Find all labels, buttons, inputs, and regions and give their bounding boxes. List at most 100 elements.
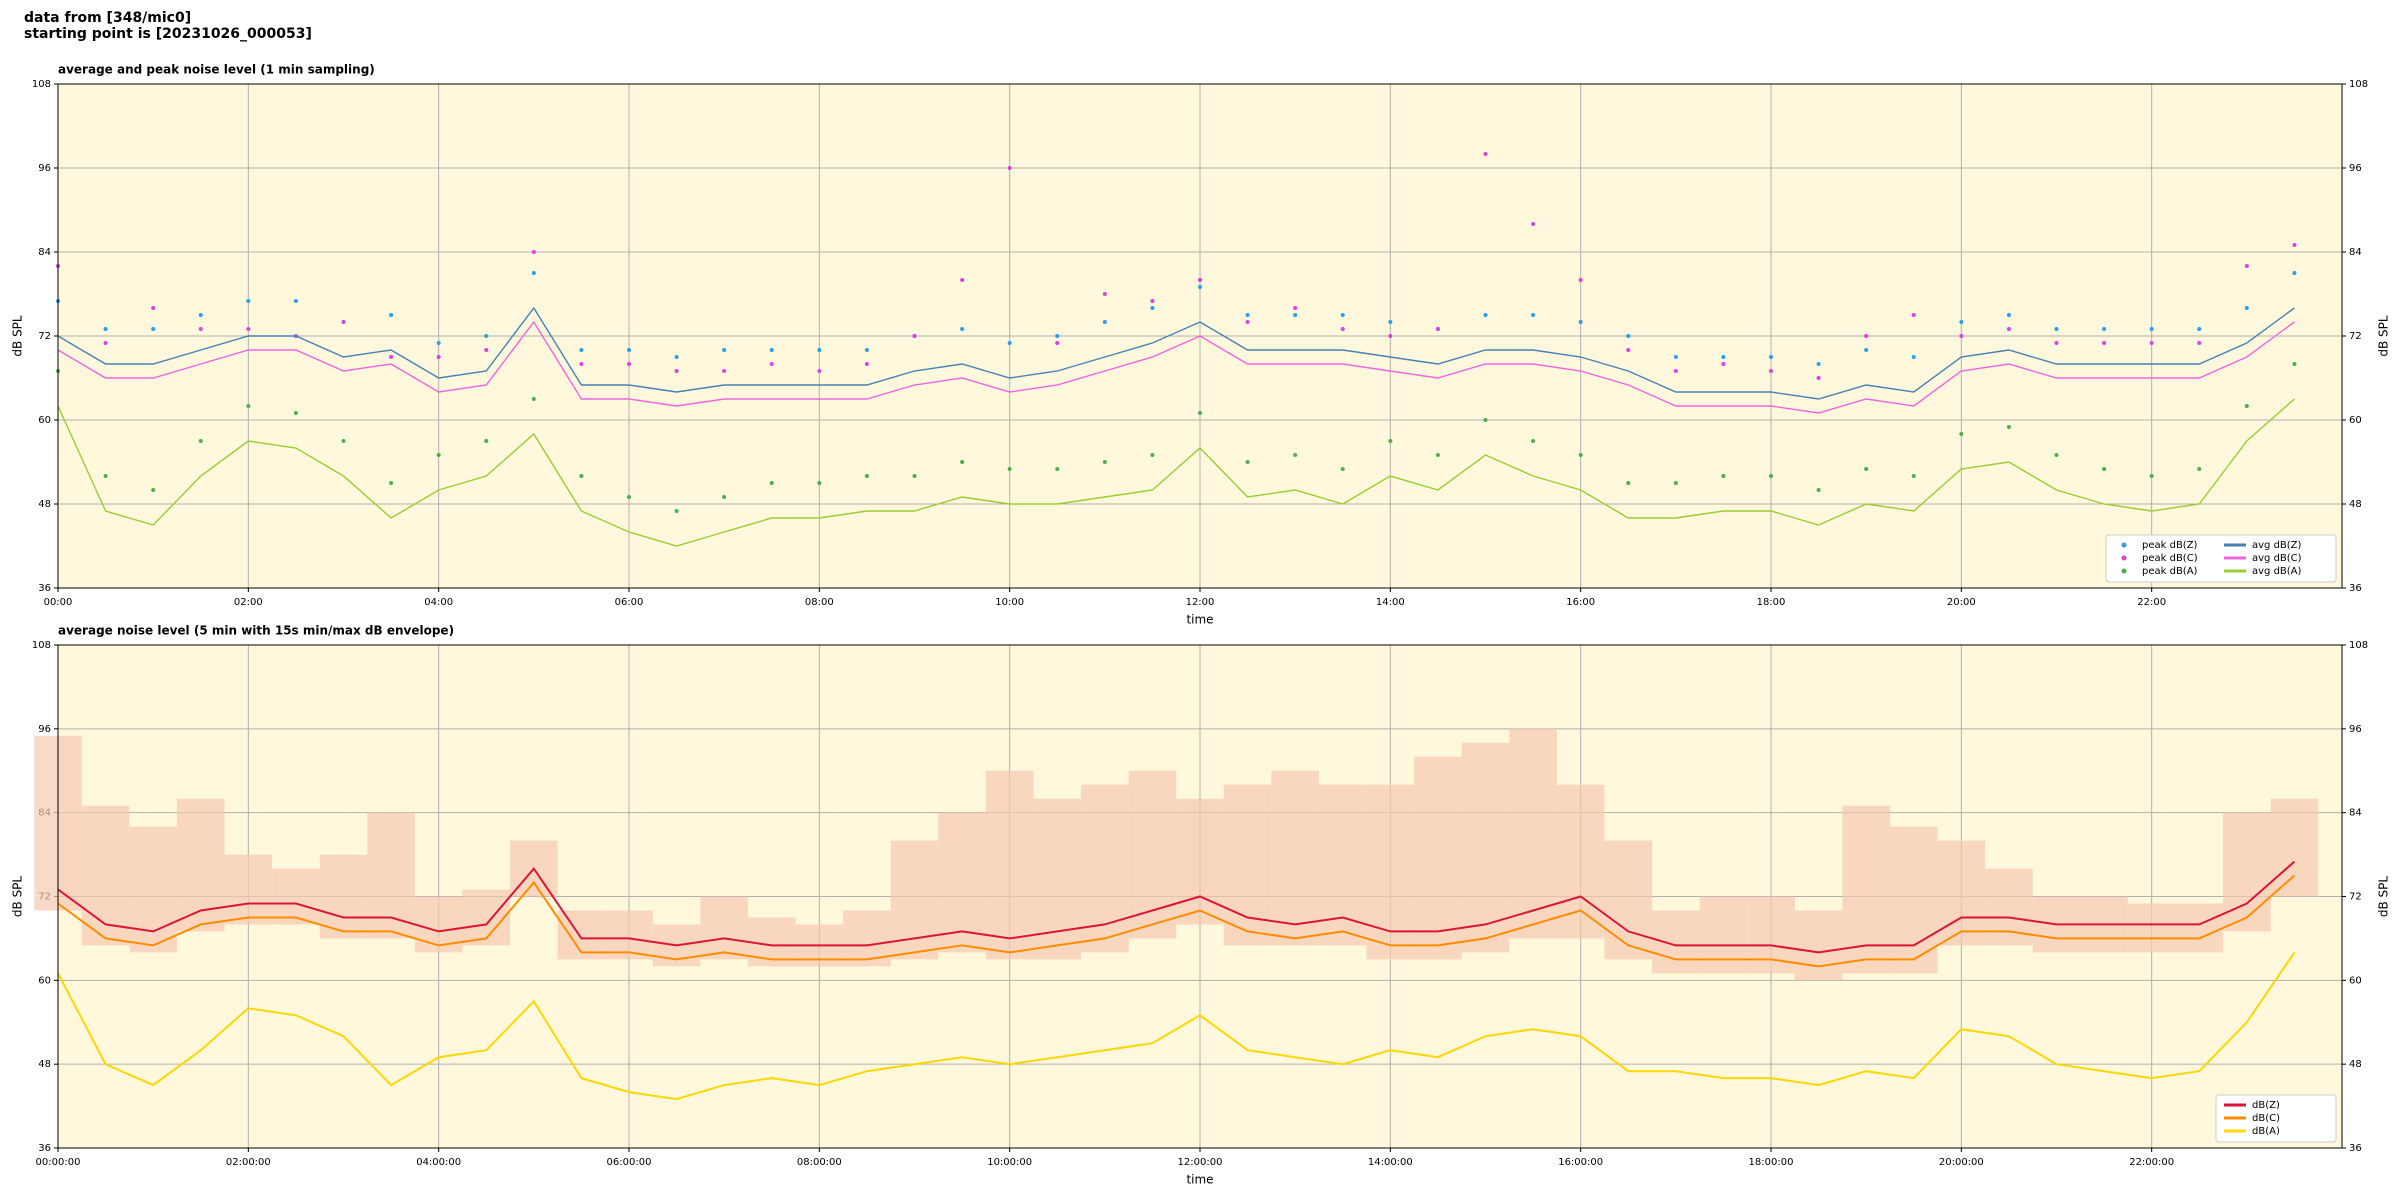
peak-marker bbox=[627, 362, 631, 366]
peak-marker bbox=[1769, 355, 1773, 359]
peak-marker bbox=[1816, 488, 1821, 492]
peak-marker bbox=[1531, 439, 1536, 443]
envelope bbox=[2223, 812, 2271, 932]
x-tick-label: 02:00 bbox=[234, 597, 263, 608]
x-tick-label: 20:00:00 bbox=[1939, 1157, 1984, 1168]
series-line bbox=[57, 320, 2295, 414]
peak-marker bbox=[1531, 222, 1536, 226]
y2-tick-label: 96 bbox=[2349, 163, 2362, 174]
peak-marker bbox=[1911, 313, 1916, 317]
peak-marker bbox=[103, 474, 108, 478]
peak-marker bbox=[1340, 467, 1345, 471]
peak-marker bbox=[1055, 467, 1060, 471]
peak-marker bbox=[1293, 453, 1298, 457]
peak-marker bbox=[912, 334, 917, 338]
peak-marker bbox=[1007, 341, 1012, 345]
legend-label: dB(A) bbox=[2252, 1126, 2280, 1137]
peak-marker bbox=[2006, 425, 2011, 429]
envelope bbox=[176, 798, 225, 932]
y2-tick-label: 108 bbox=[2349, 640, 2368, 651]
x-tick-label: 06:00:00 bbox=[607, 1157, 652, 1168]
y-axis-label: dB SPL bbox=[11, 876, 25, 918]
x-tick-label: 14:00:00 bbox=[1368, 1157, 1413, 1168]
legend-marker bbox=[2121, 555, 2127, 561]
peak-marker bbox=[960, 460, 965, 464]
x-tick-label: 00:00 bbox=[44, 597, 73, 608]
envelope bbox=[367, 812, 415, 939]
peak-marker bbox=[817, 348, 822, 352]
y-tick-label: 108 bbox=[32, 640, 51, 651]
y-tick-label: 36 bbox=[38, 583, 51, 594]
peak-marker bbox=[531, 271, 536, 275]
envelope bbox=[414, 896, 463, 953]
peak-marker bbox=[722, 495, 727, 499]
envelope bbox=[1176, 798, 1224, 925]
series-line bbox=[57, 306, 2295, 400]
series-line bbox=[57, 951, 2296, 1101]
peak-marker bbox=[103, 341, 108, 345]
peak-marker bbox=[2244, 306, 2249, 310]
peak-marker bbox=[2102, 327, 2107, 331]
peak-marker bbox=[1864, 334, 1869, 338]
legend-label: avg dB(A) bbox=[2252, 566, 2302, 577]
peak-marker bbox=[341, 439, 346, 443]
peak-marker bbox=[1959, 320, 1964, 324]
legend-label: dB(C) bbox=[2252, 1113, 2280, 1124]
peak-marker bbox=[2149, 327, 2154, 331]
peak-marker bbox=[2054, 327, 2059, 331]
y-tick-label: 84 bbox=[38, 247, 51, 258]
y-tick-label: 60 bbox=[38, 975, 51, 986]
peak-marker bbox=[1055, 341, 1060, 345]
peak-marker bbox=[2292, 243, 2297, 247]
peak-marker bbox=[1578, 453, 1583, 457]
peak-marker bbox=[1198, 411, 1202, 415]
peak-marker bbox=[1864, 467, 1869, 471]
x-tick-label: 06:00 bbox=[615, 597, 644, 608]
envelope bbox=[1652, 910, 1700, 974]
envelope bbox=[747, 917, 796, 967]
legend-label: peak dB(A) bbox=[2142, 566, 2198, 577]
x-tick-label: 16:00 bbox=[1566, 597, 1595, 608]
chart-title: average noise level (5 min with 15s min/… bbox=[58, 624, 454, 638]
peak-marker bbox=[436, 453, 441, 457]
x-tick-label: 22:00 bbox=[2137, 597, 2166, 608]
peak-marker bbox=[1673, 481, 1678, 485]
envelope bbox=[1509, 728, 1557, 939]
peak-marker bbox=[1626, 334, 1631, 338]
envelope bbox=[1461, 742, 1510, 953]
x-tick-label: 12:00:00 bbox=[1178, 1157, 1223, 1168]
peak-marker bbox=[1340, 313, 1345, 317]
peak-marker bbox=[1721, 474, 1726, 478]
peak-marker bbox=[864, 348, 869, 352]
legend-box bbox=[2105, 534, 2337, 583]
peak-marker bbox=[2054, 453, 2059, 457]
peak-marker bbox=[1007, 166, 1012, 170]
peak-marker bbox=[1483, 313, 1488, 317]
x-tick-label: 18:00 bbox=[1757, 597, 1786, 608]
peak-marker bbox=[2292, 362, 2297, 366]
peak-marker bbox=[2006, 327, 2011, 331]
envelope bbox=[1223, 784, 1272, 946]
chart-title: average and peak noise level (1 min samp… bbox=[58, 63, 375, 77]
peak-marker bbox=[293, 299, 298, 303]
envelope bbox=[319, 854, 368, 939]
y-tick-label: 96 bbox=[38, 163, 51, 174]
plot-frame bbox=[57, 83, 2343, 589]
peak-marker bbox=[531, 397, 536, 401]
y2-tick-label: 96 bbox=[2349, 724, 2362, 735]
legend-marker bbox=[2121, 542, 2127, 548]
y-tick-label: 48 bbox=[38, 499, 51, 510]
peak-marker bbox=[579, 362, 584, 366]
y2-tick-label: 72 bbox=[2349, 331, 2362, 342]
envelope bbox=[1271, 770, 1319, 946]
x-axis-label: time bbox=[1186, 1173, 1213, 1187]
envelope bbox=[1794, 910, 1843, 981]
peak-marker bbox=[389, 481, 394, 485]
x-tick-label: 10:00 bbox=[995, 597, 1024, 608]
peak-marker bbox=[198, 439, 203, 443]
peak-marker bbox=[1626, 481, 1631, 485]
peak-marker bbox=[246, 404, 251, 408]
envelope bbox=[462, 889, 511, 946]
peak-marker bbox=[1531, 313, 1536, 317]
